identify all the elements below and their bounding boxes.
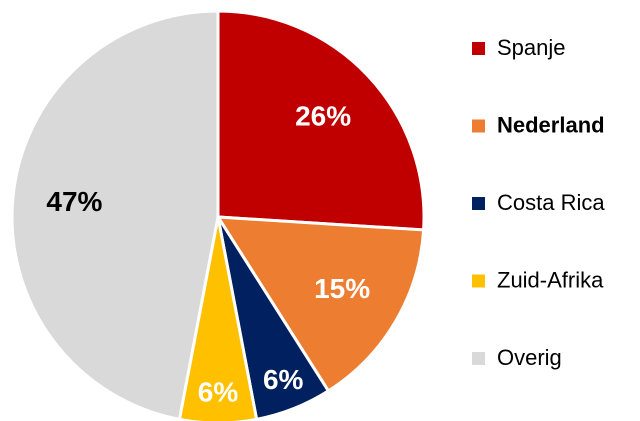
data-label: 6% [263,364,304,395]
data-label: 26% [295,101,351,132]
legend-swatch [472,274,485,288]
legend-swatch [472,42,485,55]
data-label: 47% [46,186,102,217]
legend-label: Spanje [497,35,566,60]
pie-slice [215,215,426,394]
data-label: 15% [314,273,370,304]
legend-label: Zuid-Afrika [497,267,604,292]
pie-slice [216,9,426,232]
legend-swatch [472,119,485,133]
legend-label: Nederland [497,112,605,137]
legend-swatch [472,197,485,210]
legend-label: Overig [497,345,562,370]
legend-swatch [472,352,485,365]
legend-label: Costa Rica [497,190,605,215]
data-label: 6% [198,377,239,408]
pie-slice [10,9,220,421]
